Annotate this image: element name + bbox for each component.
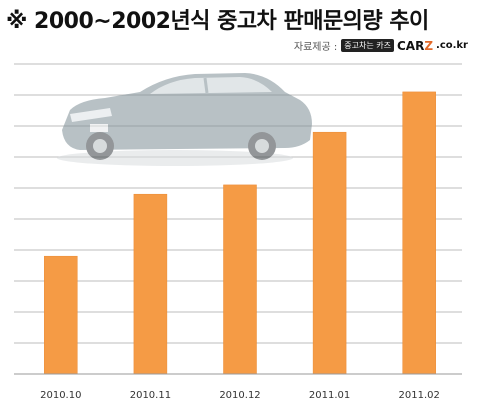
x-tick-label: 2010.12 — [219, 390, 260, 401]
bar-2011.01 — [312, 131, 347, 375]
x-tick-label: 2010.11 — [130, 390, 171, 401]
x-tick-label: 2011.01 — [309, 390, 350, 401]
brand-logo-highlight: Z — [424, 38, 434, 53]
bar-2011.02 — [402, 91, 436, 375]
chart-title: ※ 2000~2002년식 중고차 판매문의량 추이 — [6, 9, 429, 34]
bar-2010.12 — [223, 184, 257, 375]
bar-2010.11 — [133, 193, 168, 375]
x-tick-label: 2010.10 — [40, 390, 81, 401]
brand-suffix: .co.kr — [436, 40, 468, 51]
source-credit: 자료제공 : 중고차는 카즈 CARZ .co.kr — [293, 38, 468, 54]
bar-2010.10 — [44, 255, 78, 375]
source-label: 자료제공 : — [293, 42, 338, 53]
brand-logo-main: CAR — [396, 38, 425, 53]
bar-series — [44, 91, 436, 375]
x-axis-tick-labels: 2010.10 2010.11 2010.12 2011.01 2011.02 — [40, 390, 440, 401]
car-illustration — [57, 73, 312, 166]
brand-tag: 중고차는 카즈 — [341, 39, 394, 52]
x-tick-label: 2011.02 — [399, 390, 440, 401]
brand-logo: CARZ — [397, 39, 433, 53]
